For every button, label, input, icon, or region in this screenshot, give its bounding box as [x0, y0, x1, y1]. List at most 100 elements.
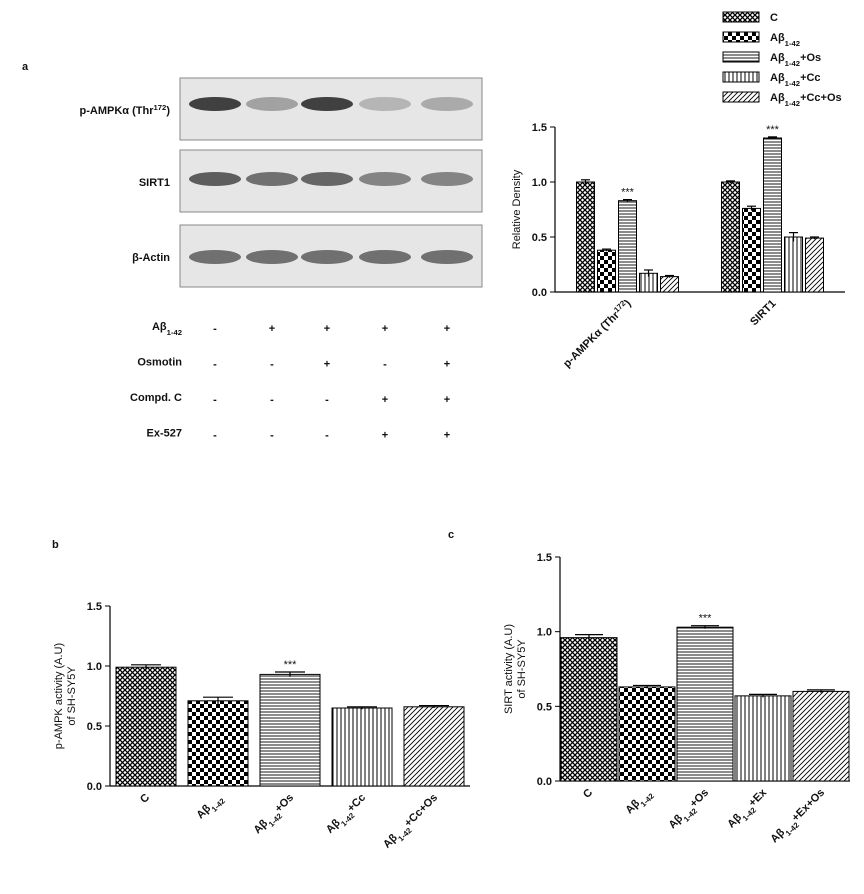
treatment-label: Ex-527: [147, 428, 182, 440]
error-bar: [807, 689, 835, 693]
text-sub: 1-42: [638, 791, 655, 808]
treatment-sign: -: [383, 359, 387, 371]
x-tick-label: SIRT1: [748, 298, 779, 329]
error-bar: [665, 274, 674, 278]
error-bar: [810, 236, 819, 240]
x-tick-label: C: [138, 792, 152, 806]
legend-label: C: [770, 12, 778, 24]
x-tick-label: Aβ1-42: [623, 787, 655, 819]
panel-label: b: [52, 539, 59, 551]
treatment-sign: +: [444, 430, 450, 442]
bar: [403, 706, 465, 787]
bar: [115, 666, 177, 787]
bar: [676, 626, 734, 782]
legend-label: Aβ1-42: [770, 32, 800, 48]
bar: [660, 276, 679, 293]
blot-band: [359, 97, 411, 111]
blot-band: [359, 172, 411, 186]
blot-band: [301, 97, 353, 111]
text-part: Aβ: [770, 92, 785, 104]
error-bar: [602, 248, 611, 252]
treatment-sign: -: [213, 359, 217, 371]
text-sub: 1-42: [167, 328, 182, 337]
significance: ***: [699, 613, 713, 625]
error-bar: [623, 199, 632, 202]
x-tick-label: Aβ1-42+Cc: [324, 792, 371, 839]
y-axis-label: p-AMPK activity (A.U): [53, 643, 65, 749]
treatment-sign: -: [325, 394, 329, 406]
error-bar: [419, 704, 449, 708]
legend-swatch: [722, 11, 760, 23]
y-axis-label: of SH-SY5Y: [516, 639, 528, 699]
error-bar: [644, 269, 653, 277]
bar: [597, 249, 616, 293]
treatment-sign: -: [213, 323, 217, 335]
text-part: +Cc+Os: [402, 792, 440, 830]
blot-band: [189, 97, 241, 111]
text-part: p-AMPKα (Thr: [561, 309, 622, 370]
bar: [259, 673, 321, 787]
treatment-sign: -: [213, 394, 217, 406]
treatment-label: Osmotin: [137, 357, 182, 369]
x-tick-label: Aβ1-42+Os: [251, 792, 298, 839]
treatment-sign: -: [270, 430, 274, 442]
treatment-sign: +: [382, 394, 388, 406]
bar: [784, 236, 803, 293]
treatment-sign: -: [270, 394, 274, 406]
y-tick-label: 1.0: [87, 661, 102, 673]
y-tick-label: 1.5: [532, 122, 547, 134]
blot-band: [301, 172, 353, 186]
text-part: Aβ: [152, 321, 167, 333]
x-tick-label: p-AMPKα (Thr172): [559, 296, 633, 370]
significance: ***: [621, 187, 635, 199]
treatment-label: Aβ1-42: [152, 321, 182, 337]
y-tick-label: 0.5: [532, 232, 547, 244]
blot-band: [189, 172, 241, 186]
treatment-sign: +: [382, 323, 388, 335]
bar: [576, 181, 595, 293]
treatment-sign: +: [444, 394, 450, 406]
treatment-sign: +: [444, 359, 450, 371]
treatment-sign: +: [324, 323, 330, 335]
y-axis-label: SIRT activity (A.U): [503, 624, 515, 714]
y-tick-label: 1.0: [537, 627, 552, 639]
text-sub: 1-42: [785, 79, 800, 88]
legend-swatch: [722, 71, 760, 83]
y-tick-label: 1.5: [537, 552, 552, 564]
text-part: +Ex+Os: [790, 787, 827, 824]
treatment-sign: +: [324, 359, 330, 371]
text-part: Aβ: [770, 32, 785, 44]
panel-label: a: [22, 61, 29, 73]
treatment-sign: -: [325, 430, 329, 442]
bar: [792, 690, 850, 782]
bar: [618, 686, 676, 782]
y-tick-label: 0.0: [532, 287, 547, 299]
legend-label: Aβ1-42+Os: [770, 52, 821, 68]
text-part: ): [166, 105, 170, 117]
text-sub: 1-42: [209, 796, 226, 813]
bar: [742, 207, 761, 293]
blot-band: [246, 250, 298, 264]
error-bar: [726, 180, 735, 184]
blot-band: [421, 97, 473, 111]
error-bar: [275, 671, 305, 677]
legend-label: Aβ1-42+Cc: [770, 72, 821, 88]
error-bar: [633, 684, 661, 689]
treatment-sign: -: [213, 430, 217, 442]
blot-band: [189, 250, 241, 264]
error-bar: [575, 634, 603, 641]
y-tick-label: 1.5: [87, 601, 102, 613]
error-bar: [691, 625, 719, 629]
bar: [734, 695, 792, 782]
error-bar: [747, 205, 756, 211]
bar: [560, 637, 618, 782]
x-tick-label: Aβ1-42+Os: [666, 787, 713, 834]
x-tick-label: Aβ1-42+Ex+Os: [768, 787, 829, 848]
treatment-sign: +: [269, 323, 275, 335]
blot-band: [421, 250, 473, 264]
treatment-label: Compd. C: [130, 392, 182, 404]
blot-band: [421, 172, 473, 186]
legend-swatch: [722, 91, 760, 103]
error-bar: [581, 179, 590, 185]
